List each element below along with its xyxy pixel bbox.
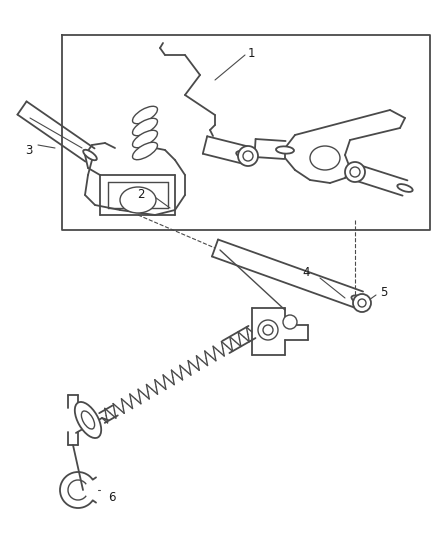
Text: 5: 5 — [379, 287, 386, 300]
Text: 1: 1 — [247, 46, 255, 60]
Ellipse shape — [132, 130, 157, 148]
Ellipse shape — [351, 295, 368, 304]
Ellipse shape — [349, 167, 359, 177]
Ellipse shape — [396, 184, 412, 192]
Text: 2: 2 — [137, 189, 145, 201]
Ellipse shape — [132, 118, 157, 136]
Text: 4: 4 — [302, 265, 309, 279]
Ellipse shape — [357, 299, 365, 307]
Ellipse shape — [352, 294, 370, 312]
Ellipse shape — [276, 147, 293, 154]
Ellipse shape — [309, 146, 339, 170]
Ellipse shape — [237, 146, 258, 166]
Text: 6: 6 — [108, 491, 115, 505]
Ellipse shape — [132, 106, 157, 124]
Ellipse shape — [120, 187, 155, 213]
Ellipse shape — [262, 325, 272, 335]
Ellipse shape — [81, 411, 94, 429]
Ellipse shape — [243, 151, 252, 161]
Text: 3: 3 — [25, 143, 32, 157]
Ellipse shape — [344, 162, 364, 182]
Ellipse shape — [74, 402, 101, 438]
Ellipse shape — [258, 320, 277, 340]
Ellipse shape — [283, 315, 297, 329]
Ellipse shape — [132, 142, 157, 160]
Ellipse shape — [236, 151, 253, 159]
Ellipse shape — [83, 150, 97, 160]
